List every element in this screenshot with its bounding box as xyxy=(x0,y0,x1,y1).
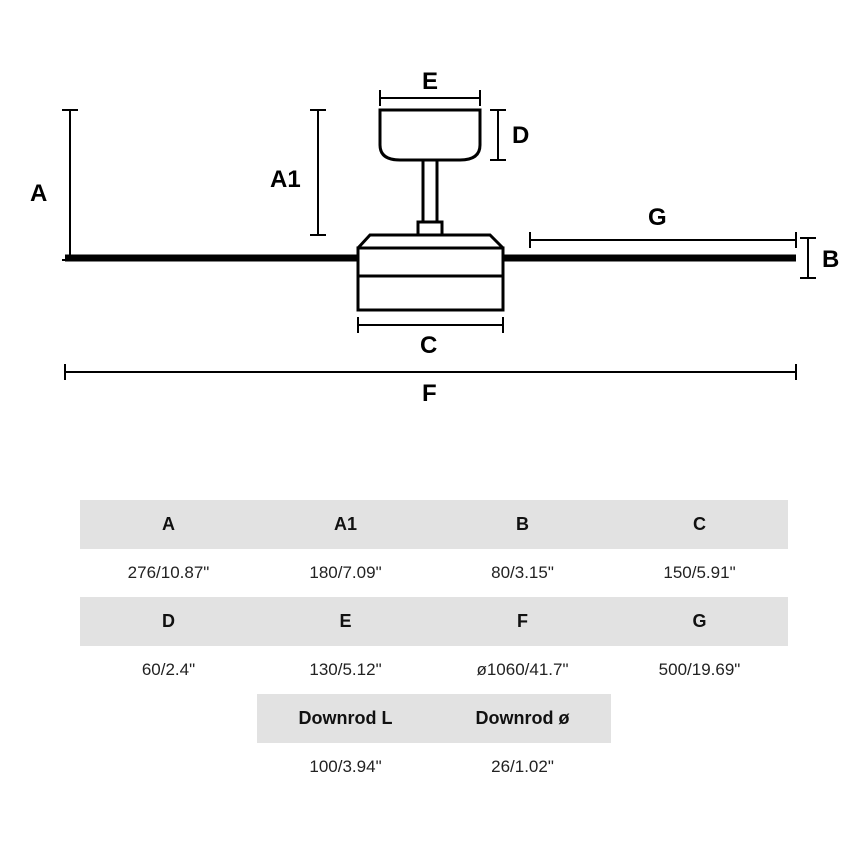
diagram-svg xyxy=(0,0,868,430)
table-value: 276/10.87" xyxy=(80,549,257,597)
label-F: F xyxy=(422,380,437,408)
fan-collar xyxy=(418,222,442,235)
table-header: A xyxy=(80,500,257,549)
table-header: C xyxy=(611,500,788,549)
table-value: 80/3.15" xyxy=(434,549,611,597)
label-E: E xyxy=(422,68,438,96)
table-header-row-3: Downrod L Downrod ø xyxy=(257,694,611,743)
table-header-row-2: D E F G xyxy=(80,597,788,646)
dimension-diagram: A A1 B C D E F G xyxy=(0,0,868,430)
table-header-row-1: A A1 B C xyxy=(80,500,788,549)
table-value: 130/5.12" xyxy=(257,646,434,694)
fan-motor xyxy=(358,248,503,310)
dimensions-table: A A1 B C 276/10.87" 180/7.09" 80/3.15" 1… xyxy=(80,500,788,791)
table-value: 26/1.02" xyxy=(434,743,611,791)
table-value: 100/3.94" xyxy=(257,743,434,791)
table-value-row-1: 276/10.87" 180/7.09" 80/3.15" 150/5.91" xyxy=(80,549,788,597)
fan-downrod xyxy=(423,160,437,222)
table-header: B xyxy=(434,500,611,549)
table-value: 180/7.09" xyxy=(257,549,434,597)
table-value-row-3: 100/3.94" 26/1.02" xyxy=(257,743,611,791)
table-header: A1 xyxy=(257,500,434,549)
table-header: D xyxy=(80,597,257,646)
fan-canopy xyxy=(380,110,480,160)
label-D: D xyxy=(512,122,529,150)
label-G: G xyxy=(648,204,667,232)
table-value: 150/5.91" xyxy=(611,549,788,597)
label-B: B xyxy=(822,246,839,274)
label-A1: A1 xyxy=(270,166,301,194)
table-header: Downrod L xyxy=(257,694,434,743)
table-value-row-2: 60/2.4" 130/5.12" ø1060/41.7" 500/19.69" xyxy=(80,646,788,694)
label-C: C xyxy=(420,332,437,360)
table-header: E xyxy=(257,597,434,646)
table-header: G xyxy=(611,597,788,646)
table-header: Downrod ø xyxy=(434,694,611,743)
table-header: F xyxy=(434,597,611,646)
table-value: 60/2.4" xyxy=(80,646,257,694)
table-value: 500/19.69" xyxy=(611,646,788,694)
table-value: ø1060/41.7" xyxy=(434,646,611,694)
label-A: A xyxy=(30,180,47,208)
